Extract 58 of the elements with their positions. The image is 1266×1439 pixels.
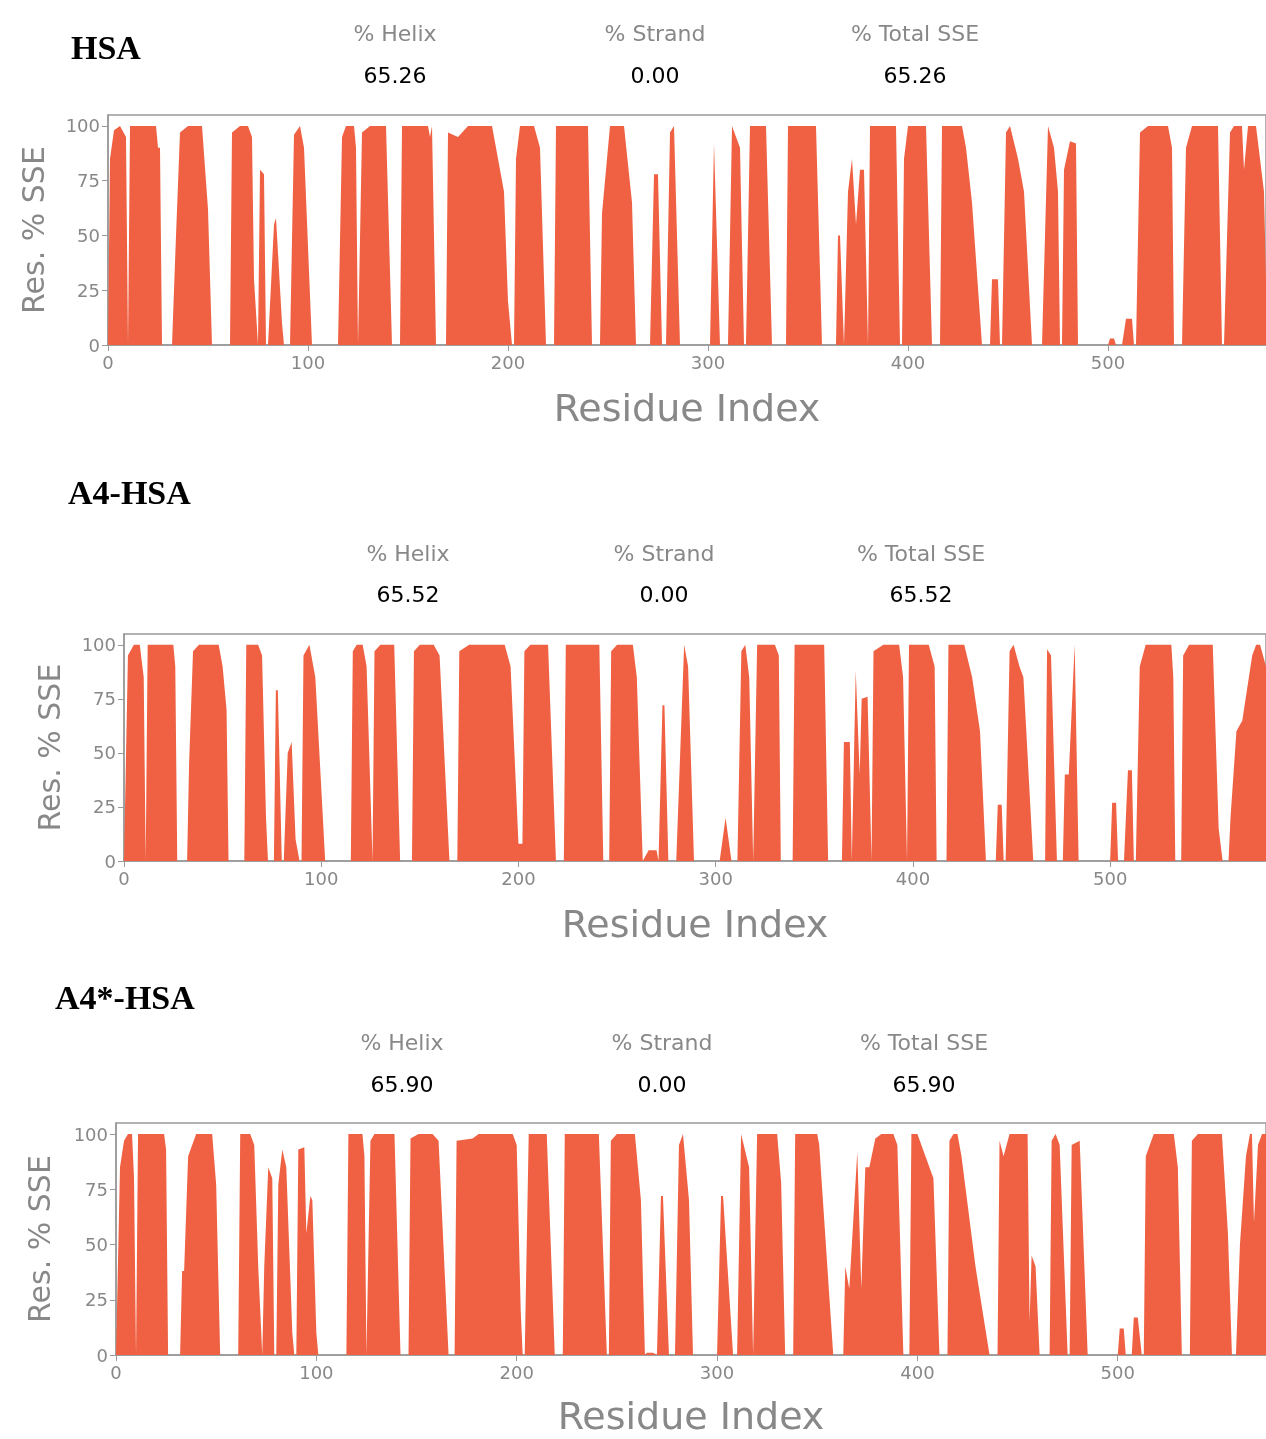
- text: 65.26: [883, 62, 947, 88]
- x-tick-label: 200: [499, 1361, 534, 1383]
- text: 65.52: [889, 581, 953, 607]
- text: 0.00: [637, 1071, 687, 1097]
- x-axis-title: Residue Index: [561, 902, 829, 946]
- chart-title: A4*-HSA: [55, 978, 196, 1016]
- y-tick-label: 25: [93, 796, 116, 818]
- x-axis-title: Residue Index: [553, 386, 821, 430]
- y-axis-title: Res. % SSE: [21, 1155, 57, 1323]
- chart-title: HSA: [71, 28, 142, 66]
- x-tick-label: 500: [1090, 351, 1126, 373]
- text: 65.52: [376, 581, 440, 607]
- y-tick-label: 75: [77, 170, 100, 192]
- x-tick-label: 300: [698, 867, 733, 889]
- text: % Helix: [353, 20, 437, 46]
- x-tick-label: 300: [690, 351, 726, 373]
- x-tick-label: 400: [890, 351, 926, 373]
- text: 65.90: [370, 1071, 434, 1097]
- y-tick-label: 25: [85, 1289, 108, 1311]
- x-tick-label: 100: [304, 867, 339, 889]
- text: % Total SSE: [850, 20, 980, 46]
- y-tick-label: 0: [88, 334, 100, 356]
- y-tick-label: 0: [104, 850, 116, 872]
- chart-title: A4-HSA: [68, 473, 192, 511]
- x-tick-label: 400: [895, 867, 931, 889]
- text: % Total SSE: [856, 540, 986, 566]
- text: 0.00: [630, 62, 680, 88]
- text: 0.00: [639, 581, 689, 607]
- x-tick-label: 100: [299, 1361, 334, 1383]
- y-tick-label: 75: [85, 1178, 108, 1200]
- y-tick-label: 0: [96, 1344, 108, 1366]
- y-tick-label: 100: [81, 634, 116, 656]
- text: % Helix: [360, 1029, 444, 1055]
- x-tick-label: 100: [290, 351, 326, 373]
- y-tick-label: 25: [77, 279, 100, 301]
- x-axis-title: Residue Index: [557, 1394, 825, 1438]
- x-tick-label: 500: [1100, 1361, 1135, 1383]
- text: 65.90: [892, 1071, 956, 1097]
- text: % Strand: [604, 20, 706, 46]
- y-tick-label: 50: [85, 1234, 108, 1256]
- text: % Strand: [611, 1029, 713, 1055]
- y-tick-label: 50: [77, 224, 100, 246]
- y-tick-label: 75: [93, 688, 116, 710]
- text: 65.26: [363, 62, 427, 88]
- y-tick-label: 100: [65, 115, 100, 137]
- y-axis-title: Res. % SSE: [31, 663, 67, 832]
- x-tick-label: 200: [490, 351, 526, 373]
- x-tick-label: 200: [501, 867, 536, 889]
- text: % Total SSE: [859, 1029, 989, 1055]
- y-tick-label: 50: [93, 742, 116, 764]
- x-tick-label: 500: [1093, 867, 1128, 889]
- x-tick-label: 0: [118, 867, 130, 889]
- text: % Helix: [366, 540, 450, 566]
- y-axis-title: Res. % SSE: [15, 146, 51, 314]
- text: % Strand: [613, 540, 715, 566]
- y-tick-label: 100: [73, 1123, 108, 1145]
- x-tick-label: 300: [699, 1361, 735, 1383]
- x-tick-label: 400: [900, 1361, 935, 1383]
